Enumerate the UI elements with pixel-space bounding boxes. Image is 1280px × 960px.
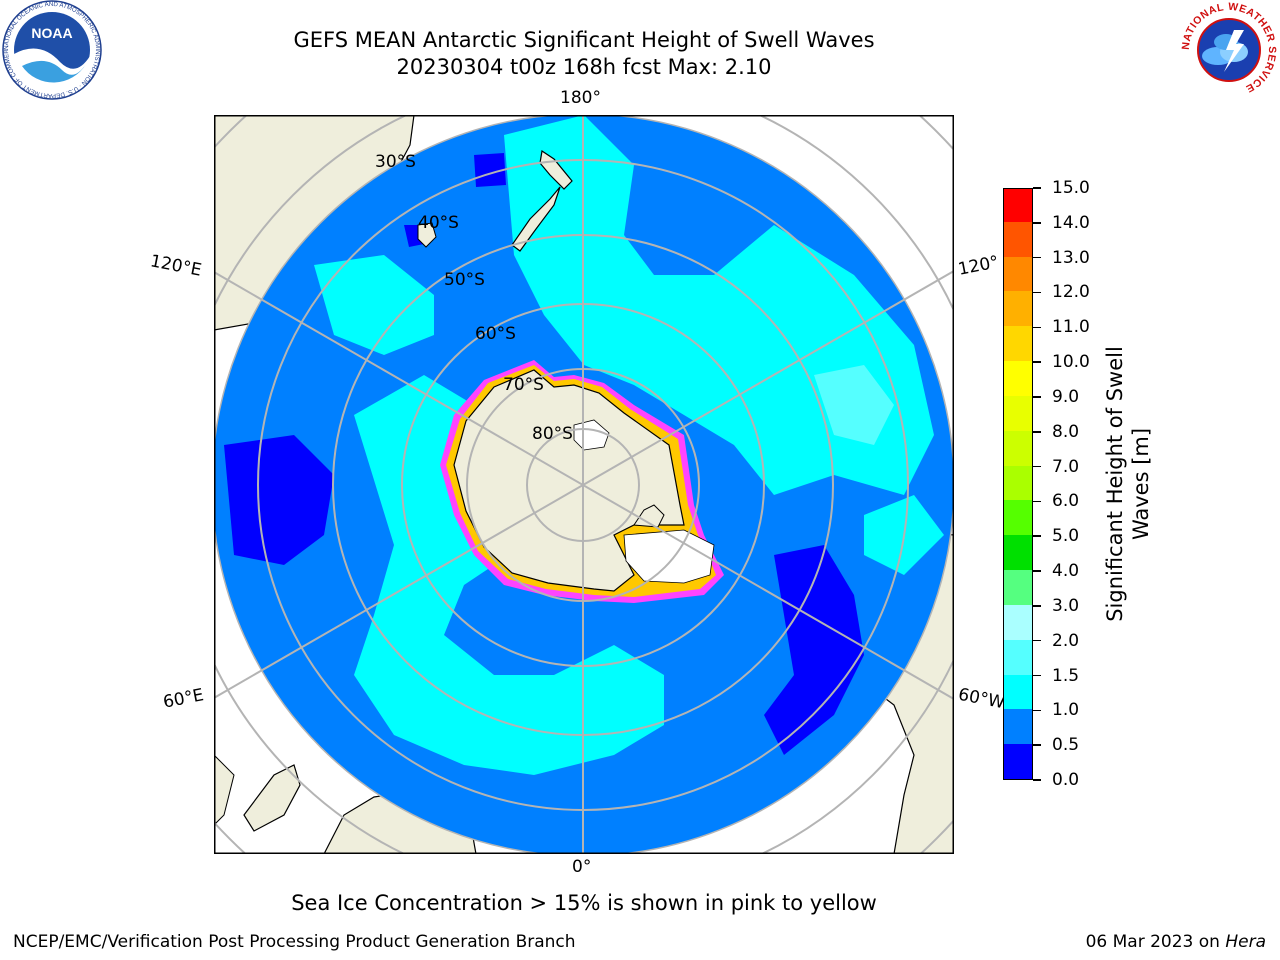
colorbar-tick-label: 15.0 <box>1052 178 1090 198</box>
lat-label-60s: 60°S <box>475 324 516 344</box>
lon-label-120w: 120° <box>956 252 1001 280</box>
colorbar-tick-label: 12.0 <box>1052 282 1090 303</box>
polar-map <box>214 115 954 854</box>
colorbar-tick <box>1033 639 1041 642</box>
colorbar-segment <box>1004 499 1032 536</box>
colorbar-segment <box>1004 534 1032 571</box>
lat-label-70s: 70°S <box>503 375 544 395</box>
colorbar-tick-label: 14.0 <box>1052 212 1090 233</box>
colorbar-segment <box>1004 674 1032 710</box>
colorbar-tick-label: 1.0 <box>1052 700 1080 721</box>
footer-machine: Hera <box>1225 932 1266 952</box>
colorbar-tick <box>1033 187 1041 189</box>
colorbar-tick-label: 2.0 <box>1052 630 1080 651</box>
colorbar-segment <box>1004 360 1032 396</box>
colorbar-segment <box>1004 430 1032 466</box>
colorbar-tick-label: 10.0 <box>1052 352 1090 373</box>
colorbar-tick <box>1033 361 1041 363</box>
colorbar-tick <box>1033 709 1041 712</box>
land-madagascar <box>243 764 301 832</box>
land-tasmania <box>417 222 437 248</box>
lat-label-30s: 30°S <box>375 152 416 172</box>
colorbar-segment <box>1004 290 1032 327</box>
national-weather-service-logo: NATIONAL WEATHER SERVICE <box>1180 1 1277 98</box>
colorbar-segment <box>1004 743 1032 779</box>
colorbar-tick <box>1033 326 1041 329</box>
lon-label-120e: 120°E <box>148 251 204 281</box>
swell-region-light-cyan-1 <box>814 365 894 445</box>
noaa-logo-text: NOAA <box>31 25 72 41</box>
colorbar-tick <box>1033 570 1041 572</box>
colorbar-tick <box>1033 431 1041 433</box>
lat-label-50s: 50°S <box>444 270 485 290</box>
colorbar-segment <box>1004 604 1032 640</box>
colorbar-tick <box>1033 744 1041 746</box>
colorbar-tick <box>1033 256 1041 259</box>
swell-region-blue-sa <box>764 545 864 755</box>
meridians <box>214 115 954 854</box>
colorbar-tick <box>1033 535 1041 537</box>
swell-region-cyan-indian <box>354 375 664 775</box>
colorbar-title-line1: Significant Height of Swell <box>1103 346 1127 622</box>
sea-ice-note: Sea Ice Concentration > 15% is shown in … <box>291 891 877 915</box>
colorbar-tick-label: 4.0 <box>1052 561 1080 582</box>
swell-region-blue-pacific <box>474 153 506 187</box>
land-south-georgia-area <box>214 754 235 826</box>
footer-date-text: 06 Mar 2023 on <box>1085 932 1226 952</box>
map-title: GEFS MEAN Antarctic Significant Height o… <box>293 28 875 52</box>
colorbar <box>1003 188 1033 780</box>
colorbar-segment <box>1004 708 1032 745</box>
colorbar-tick <box>1033 500 1041 503</box>
colorbar-tick-label: 13.0 <box>1052 247 1090 268</box>
colorbar-tick <box>1033 605 1041 607</box>
colorbar-tick <box>1033 222 1041 224</box>
colorbar-tick-label: 5.0 <box>1052 526 1080 547</box>
colorbar-segment <box>1004 639 1032 675</box>
swell-region-blue-west <box>224 435 334 565</box>
noaa-logo: NOAA NATIONAL OCEANIC AND ATMOSPHERIC AD… <box>0 0 102 100</box>
colorbar-tick <box>1033 674 1041 677</box>
map-subtitle: 20230304 t00z 168h fcst Max: 2.10 <box>396 55 772 79</box>
colorbar-segment <box>1004 569 1032 605</box>
colorbar-tick-label: 11.0 <box>1052 317 1090 338</box>
footer-credit: NCEP/EMC/Verification Post Processing Pr… <box>13 932 576 952</box>
colorbar-segment <box>1004 256 1032 292</box>
colorbar-tick <box>1033 465 1041 468</box>
colorbar-tick <box>1033 779 1041 781</box>
colorbar-segment <box>1004 395 1032 431</box>
meridian-60e-120w <box>214 269 954 700</box>
lon-label-0: 0° <box>572 857 592 877</box>
colorbar-tick-label: 1.5 <box>1052 665 1080 686</box>
colorbar-tick <box>1033 291 1041 294</box>
colorbar-tick-label: 0.5 <box>1052 735 1080 756</box>
lat-label-80s: 80°S <box>532 424 573 444</box>
colorbar-segment <box>1004 189 1032 222</box>
colorbar-title: Significant Height of Swell Waves [m] <box>1102 346 1154 622</box>
lon-label-60w: 60°W <box>956 684 1007 714</box>
colorbar-segment <box>1004 221 1032 257</box>
lon-label-180: 180° <box>560 88 601 108</box>
colorbar-tick-label: 3.0 <box>1052 595 1080 616</box>
colorbar-tick-label: 0.0 <box>1052 770 1080 790</box>
colorbar-tick-label: 8.0 <box>1052 421 1080 442</box>
colorbar-tick <box>1033 396 1041 398</box>
colorbar-segment <box>1004 325 1032 362</box>
colorbar-tick-label: 9.0 <box>1052 386 1080 407</box>
swell-region-cyan-tasman <box>314 255 434 355</box>
colorbar-segment <box>1004 465 1032 501</box>
lat-label-40s: 40°S <box>418 213 459 233</box>
colorbar-tick-label: 6.0 <box>1052 491 1080 512</box>
colorbar-tick-label: 7.0 <box>1052 456 1080 477</box>
footer-date: 06 Mar 2023 on Hera <box>1086 932 1266 952</box>
lon-label-60e: 60°E <box>161 685 206 713</box>
colorbar-title-line2: Waves [m] <box>1129 427 1153 541</box>
